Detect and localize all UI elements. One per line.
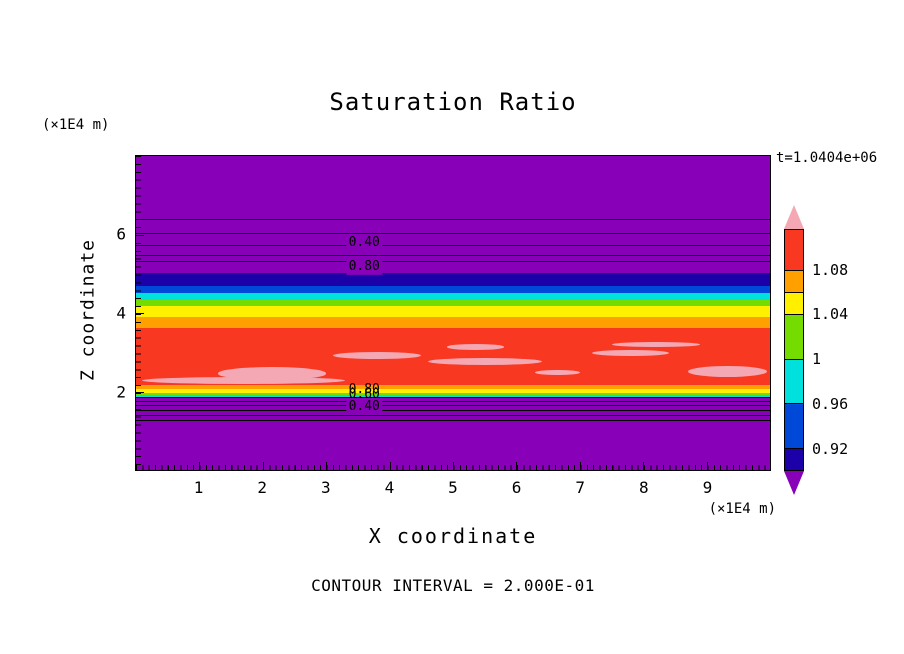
z-axis-tick-labels: 6 4 2 [100, 155, 126, 471]
contour-band-blue [136, 285, 770, 293]
contour-band-yellow [136, 306, 770, 318]
x-axis-major-tick [453, 462, 454, 470]
x-axis-tick-label: 4 [384, 478, 395, 497]
y-axis-title: Z coordinate [77, 238, 99, 382]
plot-area: 0.40 0.80 0.80 0.60 0.40 [135, 155, 771, 471]
colorbar-segment-green [785, 314, 803, 359]
contour-line [136, 218, 770, 220]
time-annotation: t=1.0404e+06 [776, 150, 878, 166]
pink-patch [446, 344, 504, 350]
contour-band-cyan [136, 395, 770, 398]
x-axis-major-tick [199, 462, 201, 470]
contour-line [136, 410, 770, 412]
contour-label: 0.80 [346, 259, 382, 275]
x-axis-major-tick [389, 462, 391, 470]
contour-line [136, 244, 770, 246]
pink-patch [218, 367, 327, 380]
contour-line [136, 405, 770, 407]
contour-line [136, 232, 770, 234]
colorbar-segment-orange [785, 269, 803, 292]
colorbar [784, 205, 804, 495]
contour-band-orange [136, 385, 770, 390]
contour-line [136, 254, 770, 256]
x-axis-tick-label: 8 [638, 478, 649, 497]
chart-title: Saturation Ratio [329, 88, 577, 116]
colorbar-value-label: 1.04 [812, 305, 849, 324]
contour-label: 0.80 [348, 382, 380, 398]
x-axis-tick-label: 3 [320, 478, 331, 497]
y-axis-unit-label: (×1E4 m) [42, 117, 110, 133]
contour-label: 0.40 [346, 399, 382, 415]
x-axis-tick-labels: 1 2 3 4 5 6 7 8 9 [135, 478, 771, 498]
contour-band-yellow [136, 389, 770, 394]
x-axis-tick-label: 7 [575, 478, 586, 497]
contour-label: 0.60 [348, 386, 380, 402]
z-axis-tick-label: 6 [116, 224, 126, 244]
contour-band-orange [136, 317, 770, 328]
x-axis-tick-label: 9 [702, 478, 713, 497]
z-axis-tick-label: 4 [116, 303, 126, 323]
x-axis-tick-label: 2 [257, 478, 268, 497]
colorbar-labels: 1.08 1.04 1 0.96 0.92 [812, 205, 882, 495]
contour-band-cyan [136, 292, 770, 301]
pink-patch [687, 366, 767, 378]
colorbar-bottom-arrow [784, 471, 804, 495]
x-axis-major-tick [516, 462, 518, 470]
z-axis-major-tick [136, 234, 144, 236]
x-axis-major-tick [579, 462, 581, 470]
colorbar-segment-blue [785, 403, 803, 448]
contour-line [136, 260, 770, 262]
colorbar-segment-red [785, 230, 803, 270]
colorbar-value-label: 0.92 [812, 439, 849, 458]
colorbar-segment-cyan [785, 358, 803, 404]
pink-patch [142, 376, 346, 384]
x-axis-tick-label: 6 [511, 478, 522, 497]
pink-patch [611, 341, 701, 348]
colorbar-top-arrow [784, 205, 804, 229]
contour-line [136, 401, 770, 403]
contour-band-navy [136, 272, 770, 286]
contour-interval-note: CONTOUR INTERVAL = 2.000E-01 [311, 576, 595, 595]
colorbar-segment-yellow [785, 291, 803, 315]
contour-line [136, 415, 770, 417]
contour-line [136, 420, 770, 422]
z-axis-major-tick [136, 313, 144, 314]
colorbar-value-label: 0.96 [812, 394, 849, 413]
x-axis-major-tick [706, 462, 708, 470]
x-axis-title: X coordinate [368, 524, 538, 548]
x-axis-major-tick [262, 462, 264, 470]
x-axis-major-tick [643, 462, 645, 470]
contour-band-green [136, 300, 770, 307]
pink-patch [592, 349, 669, 357]
z-axis-tick-label: 2 [116, 382, 126, 402]
x-axis-major-tick [326, 462, 328, 470]
x-axis-tick-label: 1 [193, 478, 204, 497]
colorbar-value-label: 1 [812, 349, 822, 368]
pink-patch [535, 369, 580, 375]
contour-line [136, 397, 770, 399]
contour-band-green [136, 393, 770, 396]
x-axis-tick-label: 5 [448, 478, 458, 497]
x-axis-unit-label: (×1E4 m) [708, 501, 776, 517]
z-axis-major-tick [136, 391, 144, 393]
colorbar-segments [784, 229, 804, 471]
contour-label: 0.40 [346, 234, 382, 250]
colorbar-value-label: 1.08 [812, 260, 849, 279]
pink-patch [427, 358, 542, 366]
pink-patch [332, 352, 422, 360]
colorbar-segment-navy [785, 447, 803, 471]
